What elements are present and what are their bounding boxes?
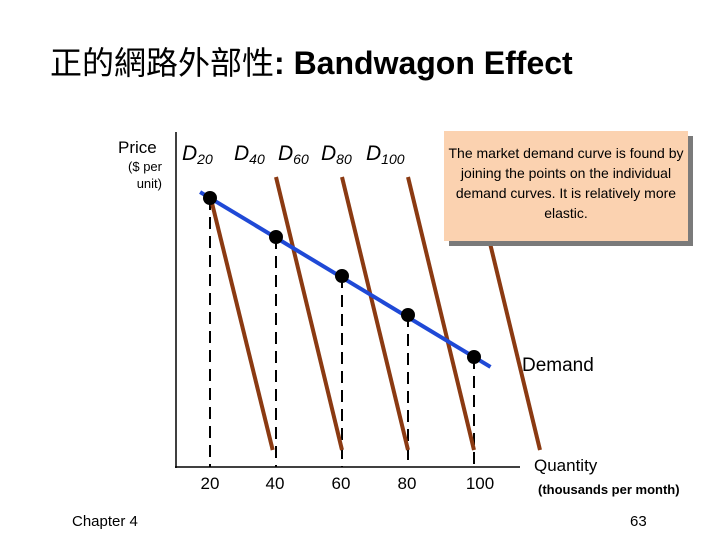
label-d60-d: D	[278, 142, 294, 165]
individual-demand-curve-D20	[208, 194, 275, 451]
individual-demand-curve-D80	[406, 176, 476, 451]
label-d100-d: D	[366, 142, 382, 165]
market-point-3	[401, 308, 415, 322]
x-tick-80: 80	[397, 474, 417, 493]
chapter-label: Chapter 4	[72, 513, 138, 530]
market-point-0	[203, 191, 217, 205]
label-d80-sub: 80	[336, 151, 352, 167]
x-tick-100: 100	[465, 474, 495, 493]
label-d100: D100	[366, 142, 405, 167]
x-tick-20: 20	[200, 474, 220, 493]
label-d20-d: D	[182, 142, 198, 165]
market-demand-label: Demand	[522, 355, 594, 376]
label-d60: D60	[278, 142, 309, 167]
label-d40-d: D	[234, 142, 250, 165]
label-d40-sub: 40	[249, 151, 265, 167]
label-d60-sub: 60	[293, 151, 309, 167]
individual-demand-curve-D60	[340, 176, 410, 451]
market-point-1	[269, 230, 283, 244]
market-point-4	[467, 350, 481, 364]
slide-title: 正的網路外部性: Bandwagon Effect	[50, 38, 573, 84]
market-point-2	[335, 269, 349, 283]
y-axis-label: Price	[118, 138, 157, 157]
x-axis-unit: (thousands per month)	[538, 482, 680, 497]
label-d20-sub: 20	[197, 151, 213, 167]
label-d100-sub: 100	[381, 151, 405, 167]
x-tick-60: 60	[331, 474, 351, 493]
annotation-callout: The market demand curve is found by join…	[444, 131, 688, 241]
y-axis-unit: ($ per unit)	[128, 159, 162, 191]
label-d40: D40	[234, 142, 265, 167]
label-d80-d: D	[321, 142, 337, 165]
title-cjk: 正的網路外部性	[50, 44, 275, 82]
x-axis-label: Quantity	[534, 456, 598, 475]
title-en: : Bandwagon Effect	[274, 45, 573, 81]
individual-demand-curve-D40	[274, 176, 344, 451]
page-number: 63	[630, 513, 647, 530]
label-d80: D80	[321, 142, 352, 167]
x-tick-40: 40	[265, 474, 285, 493]
label-d20: D20	[182, 142, 213, 167]
